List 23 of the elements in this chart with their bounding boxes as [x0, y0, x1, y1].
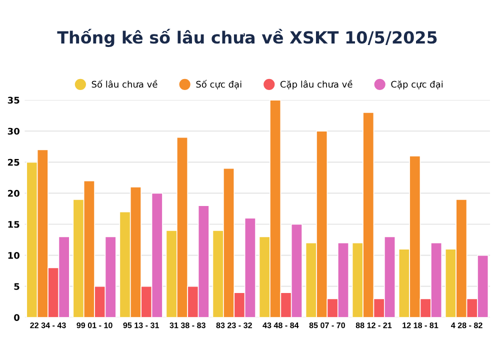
- y-tick-label: 5: [14, 283, 20, 290]
- y-tick-label: 35: [8, 96, 20, 104]
- legend-label: Cặp lâu chưa về: [280, 80, 352, 90]
- chart-title: Thống kê số lâu chưa về XSKT 10/5/2025: [57, 28, 437, 48]
- legend-label: Số lâu chưa về: [92, 80, 158, 88]
- y-tick-label: 10: [8, 252, 20, 259]
- y-tick-label: 20: [8, 190, 20, 197]
- x-tick-label: 43 48 - 84: [262, 322, 299, 328]
- y-tick-label: 25: [8, 158, 20, 166]
- y-tick-label: 15: [8, 221, 20, 228]
- legend-label: Số cực đại: [196, 80, 242, 90]
- x-tick-label: 31 38 - 83: [170, 322, 206, 328]
- x-tick-label: 85 07 - 70: [309, 322, 346, 328]
- x-tick-label: 4 28 - 82: [451, 322, 482, 328]
- x-tick-label: 83 23 - 32: [216, 322, 252, 328]
- x-tick-label: 95 13 - 31: [123, 322, 159, 328]
- x-tick-label: 99 01 - 10: [76, 322, 112, 328]
- x-tick-label: 88 12 - 21: [356, 322, 392, 328]
- y-tick-label: 0: [14, 314, 20, 321]
- y-tick-label: 30: [8, 128, 20, 135]
- legend-label: Cặp cực đại: [391, 80, 443, 90]
- x-tick-label: 22 34 - 43: [30, 322, 66, 328]
- x-tick-label: 12 18 - 81: [402, 322, 438, 328]
